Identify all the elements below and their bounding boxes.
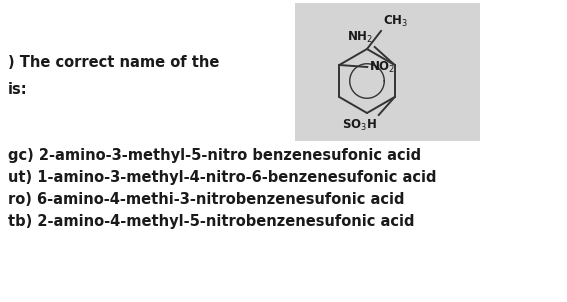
Text: CH$_3$: CH$_3$ <box>383 14 408 29</box>
Text: ) The correct name of the: ) The correct name of the <box>8 55 219 70</box>
FancyBboxPatch shape <box>295 3 480 141</box>
Text: NO$_2$: NO$_2$ <box>369 59 396 75</box>
Text: ut) 1-amino-3-methyl-4-nitro-6-benzenesufonic acid: ut) 1-amino-3-methyl-4-nitro-6-benzenesu… <box>8 170 437 185</box>
Text: tb) 2-amino-4-methyl-5-nitrobenzenesufonic acid: tb) 2-amino-4-methyl-5-nitrobenzenesufon… <box>8 214 414 229</box>
Text: is:: is: <box>8 82 28 97</box>
Text: SO$_3$H: SO$_3$H <box>342 118 376 133</box>
Text: gc) 2-amino-3-methyl-5-nitro benzenesufonic acid: gc) 2-amino-3-methyl-5-nitro benzenesufo… <box>8 148 421 163</box>
Text: NH$_2$: NH$_2$ <box>347 30 373 45</box>
Text: ro) 6-amino-4-methi-3-nitrobenzenesufonic acid: ro) 6-amino-4-methi-3-nitrobenzenesufoni… <box>8 192 404 207</box>
